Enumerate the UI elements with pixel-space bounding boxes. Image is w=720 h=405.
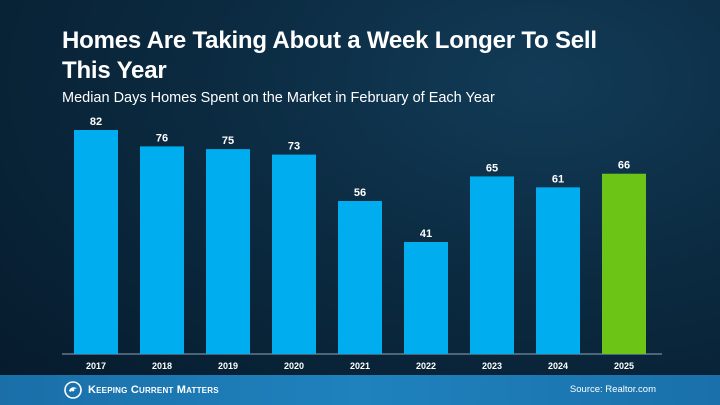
x-tick-label-2020: 2020 [284,361,304,371]
brand-logo[interactable]: Keeping Current Matters [64,381,219,399]
chart-subtitle: Median Days Homes Spent on the Market in… [62,90,495,106]
x-tick-label-2017: 2017 [86,361,106,371]
chart-title: Homes Are Taking About a Week Longer To … [62,27,597,84]
x-tick-label-2023: 2023 [482,361,502,371]
bar-2022 [404,242,448,354]
bar-2025 [602,173,646,354]
bar-chart: 82 2017 76 2018 75 2019 73 2020 56 2021 41 2022 65 20… [62,116,662,371]
bar-2018 [140,146,184,354]
data-label-2023: 65 [486,162,498,174]
bar-2021 [338,201,382,354]
x-tick-label-2021: 2021 [350,361,370,371]
data-label-2019: 75 [222,135,234,147]
bar-2020 [272,154,316,354]
footer-bar: Keeping Current Matters Source: Realtor.… [0,375,720,405]
data-label-2018: 76 [156,132,168,144]
x-tick-label-2024: 2024 [548,361,568,371]
bar-2024 [536,187,580,354]
data-label-2022: 41 [420,228,432,240]
bar-2019 [206,149,250,354]
x-tick-label-2025: 2025 [614,361,634,371]
data-label-2020: 73 [288,141,300,153]
x-tick-label-2022: 2022 [416,361,436,371]
brand-name: Keeping Current Matters [88,384,219,396]
data-label-2025: 66 [618,160,630,172]
bar-2017 [74,130,118,354]
bar-2023 [470,176,514,354]
x-tick-label-2018: 2018 [152,361,172,371]
data-label-2021: 56 [354,187,366,199]
data-label-2017: 82 [90,116,102,128]
logo-icon [64,381,82,399]
source-note: Source: Realtor.com [569,384,656,395]
data-label-2024: 61 [552,173,564,185]
x-tick-label-2019: 2019 [218,361,238,371]
